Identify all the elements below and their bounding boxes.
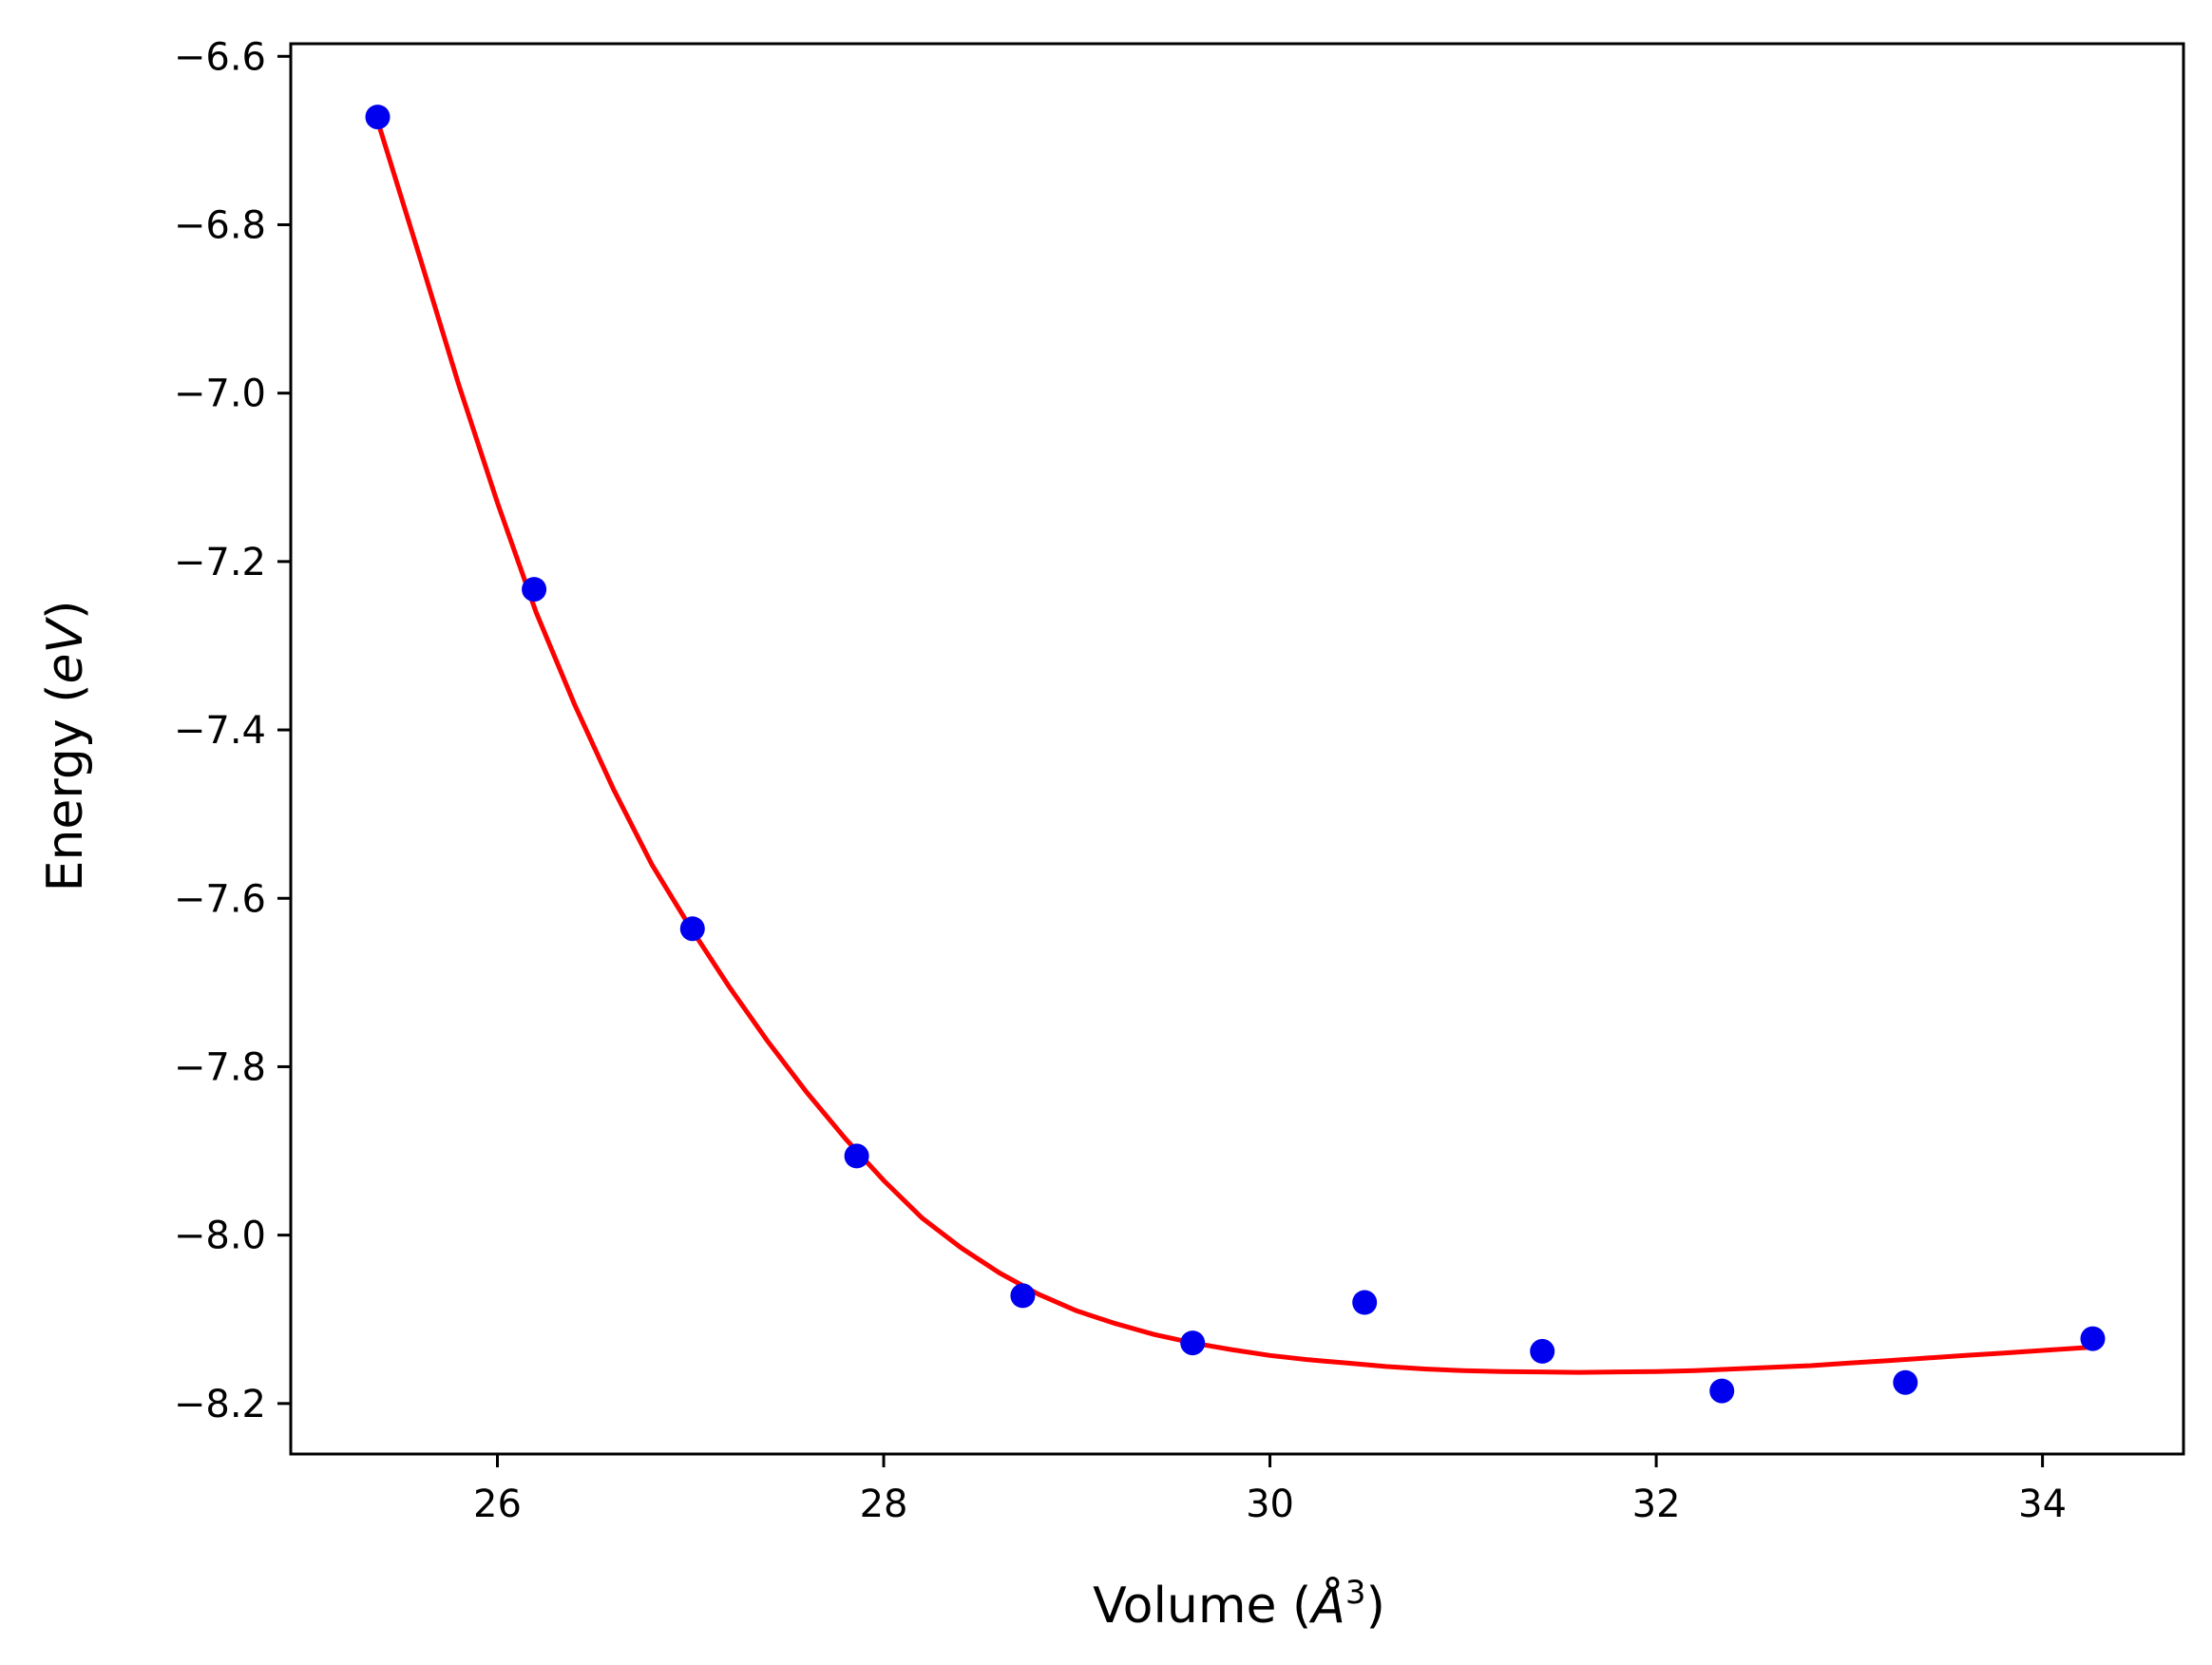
fit-curve-line xyxy=(375,119,2095,1375)
data-point xyxy=(1893,1369,1918,1395)
y-tick-label: −7.2 xyxy=(174,541,266,584)
data-point xyxy=(1180,1330,1206,1356)
y-tick-label: −7.0 xyxy=(174,373,266,416)
data-point xyxy=(1709,1378,1735,1404)
data-point xyxy=(844,1143,869,1169)
x-tick-label: 28 xyxy=(860,1483,908,1526)
data-point xyxy=(1010,1283,1036,1309)
data-point xyxy=(522,577,547,603)
x-tick-label: 32 xyxy=(1632,1483,1681,1526)
y-tick-label: −7.8 xyxy=(174,1045,266,1089)
x-axis-ticks: 26 28 30 32 34 xyxy=(473,1454,2067,1526)
data-point xyxy=(1530,1338,1555,1364)
y-tick-label: −7.4 xyxy=(174,709,266,753)
data-point xyxy=(1352,1290,1378,1315)
x-tick-label: 30 xyxy=(1246,1483,1294,1526)
y-tick-label: −7.6 xyxy=(174,877,266,921)
data-point xyxy=(2080,1326,2106,1351)
x-tick-label: 26 xyxy=(473,1483,522,1526)
plot-area xyxy=(289,42,2185,1456)
y-tick-label: −8.0 xyxy=(174,1215,266,1258)
x-axis-label: Volume (Å3) xyxy=(1093,1574,1385,1635)
y-axis-ticks: −6.6 −6.8 −7.0 −7.2 −7.4 −7.6 −7.8 −8.0 −8.2 xyxy=(174,35,291,1426)
y-axis-label: Energy (eV) xyxy=(37,601,94,892)
y-tick-label: −6.8 xyxy=(174,203,266,247)
y-tick-label: −8.2 xyxy=(174,1383,266,1426)
axes-frame xyxy=(289,42,2185,1456)
data-point xyxy=(679,916,705,942)
y-tick-label: −6.6 xyxy=(174,35,266,79)
data-point xyxy=(365,105,391,130)
x-tick-label: 34 xyxy=(2018,1483,2067,1526)
